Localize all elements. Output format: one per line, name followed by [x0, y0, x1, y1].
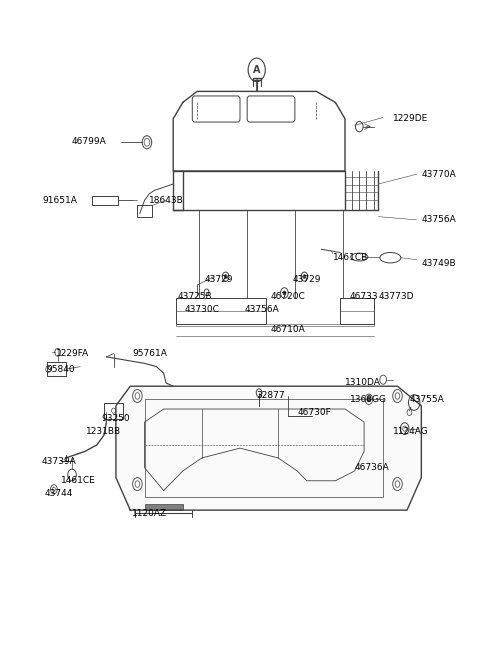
Text: 43725B: 43725B: [177, 291, 212, 301]
Bar: [144, 504, 183, 510]
Text: 43756A: 43756A: [421, 215, 456, 225]
Text: 43770A: 43770A: [421, 170, 456, 179]
Text: 95840: 95840: [47, 365, 75, 375]
Text: 1229DE: 1229DE: [393, 114, 428, 123]
Text: 93250: 93250: [102, 415, 130, 423]
Text: 46736A: 46736A: [355, 463, 389, 472]
Text: 95761A: 95761A: [132, 349, 168, 358]
Text: 46799A: 46799A: [72, 137, 107, 146]
Bar: [144, 400, 383, 497]
Circle shape: [283, 291, 286, 295]
Text: 1461CB: 1461CB: [333, 253, 368, 261]
Text: 43749B: 43749B: [421, 259, 456, 268]
Text: 91651A: 91651A: [43, 196, 78, 205]
Text: 18643B: 18643B: [149, 196, 184, 205]
Bar: [176, 324, 373, 326]
Circle shape: [303, 274, 306, 278]
Text: 46710A: 46710A: [270, 325, 305, 334]
Text: 43739A: 43739A: [42, 457, 77, 466]
Text: 1360GG: 1360GG: [350, 395, 387, 403]
Text: 46733: 46733: [350, 291, 378, 301]
Text: 43730C: 43730C: [184, 305, 219, 314]
Text: 32877: 32877: [257, 392, 285, 400]
Bar: [47, 362, 66, 377]
Text: 43756A: 43756A: [244, 305, 279, 314]
Text: 43755A: 43755A: [409, 395, 444, 403]
FancyBboxPatch shape: [192, 96, 240, 122]
FancyBboxPatch shape: [247, 96, 295, 122]
Bar: [340, 298, 373, 324]
Circle shape: [224, 274, 227, 278]
Text: 1229FA: 1229FA: [56, 349, 89, 358]
Bar: [176, 298, 266, 324]
Bar: [104, 403, 123, 419]
Text: 1461CE: 1461CE: [61, 476, 96, 485]
Text: 1124AG: 1124AG: [393, 427, 429, 436]
Text: 43729: 43729: [204, 275, 233, 284]
Text: 1120AZ: 1120AZ: [132, 509, 167, 518]
Polygon shape: [116, 386, 421, 510]
Text: 46730F: 46730F: [297, 408, 331, 417]
Text: 1231BB: 1231BB: [86, 427, 121, 436]
Text: 46720C: 46720C: [270, 291, 305, 301]
Text: 1310DA: 1310DA: [345, 379, 381, 388]
Text: A: A: [253, 65, 261, 75]
Text: 43744: 43744: [44, 489, 72, 498]
Bar: [137, 205, 152, 217]
Bar: [92, 196, 118, 205]
Text: 43773D: 43773D: [378, 291, 414, 301]
Text: 43729: 43729: [293, 275, 321, 284]
Circle shape: [367, 397, 371, 402]
